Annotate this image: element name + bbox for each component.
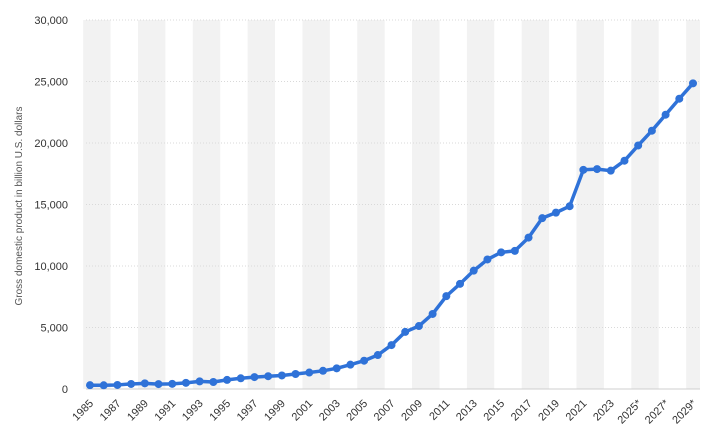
- data-point[interactable]: [277, 371, 286, 380]
- x-tick-label: 2007: [372, 398, 398, 424]
- x-tick-label: 2023: [591, 398, 617, 424]
- x-tick-label: 1989: [125, 398, 151, 424]
- data-point[interactable]: [483, 255, 492, 264]
- data-point[interactable]: [113, 380, 122, 389]
- data-point[interactable]: [497, 248, 506, 257]
- data-point[interactable]: [264, 372, 273, 381]
- data-point[interactable]: [86, 381, 94, 390]
- x-tick-label: 2021: [564, 398, 590, 424]
- y-axis-label: Gross domestic product in billion U.S. d…: [14, 107, 25, 306]
- x-tick-label: 2027*: [643, 397, 672, 426]
- data-point[interactable]: [305, 368, 314, 377]
- x-tick-label: 1985: [70, 398, 96, 424]
- x-tick-label: 2025*: [615, 397, 644, 426]
- x-tick-label: 1995: [207, 398, 233, 424]
- background-band: [137, 20, 166, 389]
- data-point[interactable]: [675, 94, 684, 103]
- data-point[interactable]: [442, 292, 451, 301]
- x-tick-label: 1987: [98, 398, 124, 424]
- data-point[interactable]: [469, 266, 478, 275]
- x-tick-label: 2001: [290, 398, 316, 424]
- y-axis-ticks: 0 5,000 10,000 15,000 20,000 25,000 30,000: [34, 15, 68, 396]
- x-tick-label: 2009: [399, 398, 425, 424]
- data-point[interactable]: [140, 379, 149, 388]
- data-point[interactable]: [387, 341, 396, 350]
- y-tick-label: 10,000: [34, 261, 68, 273]
- x-tick-label: 2011: [427, 398, 452, 423]
- background-band: [302, 20, 330, 389]
- x-tick-label: 2015: [481, 398, 507, 424]
- data-point[interactable]: [428, 309, 437, 318]
- data-point[interactable]: [346, 360, 355, 369]
- data-point[interactable]: [565, 202, 574, 211]
- y-tick-label: 15,000: [34, 200, 68, 212]
- data-point[interactable]: [661, 110, 670, 119]
- y-tick-label: 5,000: [40, 323, 68, 335]
- data-point[interactable]: [510, 246, 519, 255]
- data-point[interactable]: [332, 364, 341, 373]
- background-band: [686, 20, 700, 389]
- data-point[interactable]: [223, 375, 232, 384]
- background-band: [247, 20, 276, 389]
- x-tick-label: 1991: [153, 398, 179, 424]
- background-band: [83, 20, 111, 389]
- x-tick-label: 2003: [317, 398, 343, 424]
- data-point[interactable]: [291, 369, 300, 378]
- y-tick-label: 25,000: [34, 77, 68, 89]
- x-tick-label: 2029*: [670, 397, 699, 426]
- data-point[interactable]: [538, 214, 547, 223]
- x-tick-label: 2019: [536, 398, 562, 424]
- data-point[interactable]: [606, 166, 615, 175]
- data-point[interactable]: [593, 165, 602, 174]
- data-point[interactable]: [360, 356, 369, 365]
- x-axis-ticks: 1985 1987 1989 1991 1993 1995 1997 1999 2001 2003…: [70, 397, 699, 426]
- data-point[interactable]: [195, 377, 204, 386]
- data-point[interactable]: [154, 380, 163, 389]
- data-point[interactable]: [401, 327, 410, 336]
- x-tick-label: 2013: [454, 398, 480, 424]
- data-point[interactable]: [551, 208, 560, 217]
- alternating-bands: [83, 20, 700, 389]
- data-point[interactable]: [414, 322, 423, 331]
- data-point[interactable]: [647, 126, 656, 135]
- x-tick-label: 1993: [180, 398, 206, 424]
- x-tick-label: 1997: [235, 398, 261, 424]
- data-point[interactable]: [373, 351, 382, 360]
- data-point[interactable]: [620, 156, 629, 165]
- background-band: [521, 20, 550, 389]
- data-point[interactable]: [524, 233, 533, 242]
- data-point[interactable]: [579, 165, 588, 174]
- x-tick-label: 1999: [262, 398, 288, 424]
- y-tick-label: 20,000: [34, 138, 68, 150]
- data-point[interactable]: [181, 378, 190, 387]
- x-tick-label: 2005: [344, 398, 370, 424]
- data-point[interactable]: [456, 279, 465, 288]
- y-tick-label: 0: [62, 384, 68, 396]
- data-point[interactable]: [209, 377, 218, 386]
- background-band: [466, 20, 495, 389]
- y-tick-label: 30,000: [34, 15, 68, 27]
- series-gdp: [86, 79, 697, 390]
- data-point[interactable]: [250, 373, 259, 382]
- data-point[interactable]: [689, 79, 697, 88]
- data-point[interactable]: [236, 374, 245, 383]
- data-point[interactable]: [634, 141, 643, 150]
- data-point[interactable]: [318, 366, 327, 375]
- gridlines: [86, 19, 700, 390]
- data-point[interactable]: [168, 379, 177, 388]
- data-point[interactable]: [99, 381, 108, 390]
- data-point[interactable]: [127, 379, 136, 388]
- x-tick-label: 2017: [509, 398, 535, 424]
